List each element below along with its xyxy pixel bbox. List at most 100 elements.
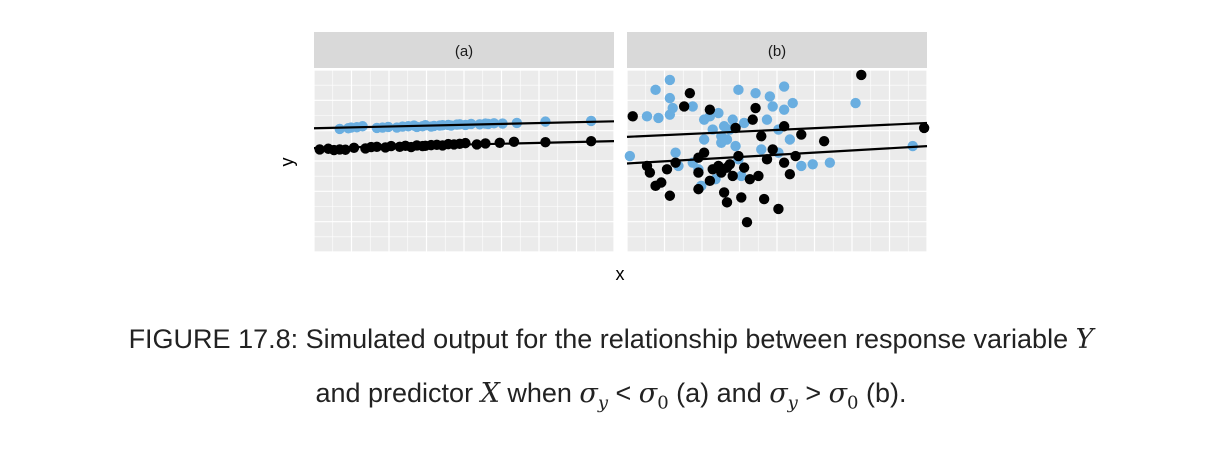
data-point-group_1 — [334, 123, 345, 135]
caption-text: and predictor — [315, 378, 481, 408]
data-point-group_1 — [687, 101, 698, 112]
data-point-group_1 — [824, 157, 836, 168]
data-point-group_0 — [784, 169, 796, 180]
data-point-group_0 — [721, 197, 733, 208]
data-point-group_0 — [773, 203, 784, 215]
data-point-group_0 — [758, 193, 770, 205]
data-point-group_0 — [684, 87, 696, 99]
data-point-group_0 — [741, 217, 753, 228]
data-point-group_1 — [796, 160, 807, 172]
data-point-group_1 — [767, 101, 778, 112]
data-point-group_0 — [778, 157, 790, 168]
data-point-group_0 — [693, 167, 704, 178]
data-point-group_0 — [761, 154, 773, 165]
data-point-group_1 — [698, 114, 710, 125]
data-point-group_0 — [918, 122, 930, 134]
caption-var-x: X — [480, 378, 500, 409]
caption-sub: y — [597, 392, 608, 414]
data-point-group_1 — [721, 134, 733, 145]
data-point-group_1 — [664, 74, 676, 86]
facet-label: (a) — [455, 43, 473, 60]
data-point-group_0 — [718, 187, 730, 198]
figure-caption-line-2: and predictor X when σy < σ0 (a) and σy … — [0, 380, 1222, 412]
facet-label: (b) — [768, 43, 786, 60]
caption-text: (a) and — [668, 378, 770, 408]
data-point-group_0 — [508, 136, 520, 148]
data-point-group_0 — [693, 183, 704, 195]
data-point-group_0 — [736, 192, 747, 203]
caption-sub: y — [787, 392, 798, 414]
data-point-group_0 — [678, 101, 690, 112]
panel-b: (b) — [624, 32, 930, 253]
data-point-group_0 — [664, 190, 676, 201]
data-point-group_1 — [807, 159, 818, 170]
data-point-group_1 — [761, 114, 773, 125]
caption-sigma: σ — [638, 378, 658, 409]
data-point-group_1 — [624, 150, 636, 162]
data-point-group_0 — [744, 174, 756, 185]
data-point-group_1 — [664, 92, 676, 104]
data-point-group_1 — [764, 91, 776, 102]
data-point-group_0 — [750, 102, 761, 114]
caption-symbol: < — [607, 378, 639, 408]
data-point-group_0 — [704, 104, 716, 115]
x-axis-title: x — [616, 264, 625, 284]
caption-text: when — [499, 378, 580, 408]
data-point-group_1 — [750, 87, 761, 99]
facet-strip — [627, 32, 927, 68]
data-point-group_1 — [698, 134, 710, 145]
caption-sigma: σ — [769, 378, 788, 409]
caption-symbol: > — [797, 378, 829, 408]
data-point-group_0 — [818, 135, 830, 147]
data-point-group_1 — [850, 97, 861, 109]
data-point-group_0 — [656, 177, 667, 188]
caption-var-y: Y — [1075, 324, 1094, 355]
data-point-group_1 — [778, 81, 790, 92]
data-point-group_0 — [627, 111, 638, 122]
panel-a: (a) — [313, 32, 615, 253]
data-point-group_1 — [650, 84, 661, 96]
data-point-group_0 — [747, 114, 758, 125]
caption-sigma: σ — [828, 378, 848, 409]
data-point-group_1 — [670, 147, 681, 158]
y-axis-title: y — [277, 158, 297, 167]
regression-line-group_0 — [626, 145, 928, 165]
data-point-group_0 — [340, 144, 351, 155]
data-point-group_0 — [753, 170, 764, 182]
regression-line-group_0 — [313, 140, 615, 150]
data-point-group_1 — [756, 144, 767, 155]
data-point-group_0 — [796, 129, 807, 140]
data-point-group_0 — [693, 152, 704, 163]
data-point-group_0 — [661, 164, 673, 175]
data-point-group_1 — [667, 102, 678, 114]
data-point-group_1 — [641, 111, 653, 122]
caption-sub: 0 — [847, 392, 859, 414]
data-point-group_0 — [704, 175, 716, 187]
data-point-group_1 — [713, 107, 724, 119]
regression-line-group_1 — [626, 121, 928, 138]
regression-line-group_1 — [313, 120, 615, 130]
figure-caption-line-1: FIGURE 17.8: Simulated output for the re… — [0, 324, 1222, 355]
data-point-group_0 — [727, 170, 738, 182]
data-point-group_0 — [724, 159, 736, 170]
data-point-group_1 — [736, 170, 747, 182]
data-point-group_1 — [540, 116, 551, 127]
data-point-group_0 — [790, 150, 801, 162]
data-point-group_1 — [653, 112, 664, 124]
data-point-group_1 — [738, 117, 750, 129]
caption-sub: 0 — [657, 392, 669, 414]
data-point-group_0 — [856, 69, 867, 81]
caption-text: (b). — [858, 378, 907, 408]
data-point-group_1 — [733, 84, 744, 96]
data-point-group_1 — [787, 97, 798, 109]
data-point-group_1 — [778, 104, 790, 115]
data-point-group_0 — [730, 122, 741, 134]
data-point-group_0 — [756, 130, 767, 142]
data-point-group_1 — [727, 114, 738, 125]
caption-sigma: σ — [579, 378, 598, 409]
data-point-group_0 — [670, 157, 681, 168]
data-point-group_0 — [460, 137, 471, 149]
caption-text: FIGURE 17.8: Simulated output for the re… — [128, 324, 1076, 354]
data-point-group_0 — [767, 144, 778, 155]
